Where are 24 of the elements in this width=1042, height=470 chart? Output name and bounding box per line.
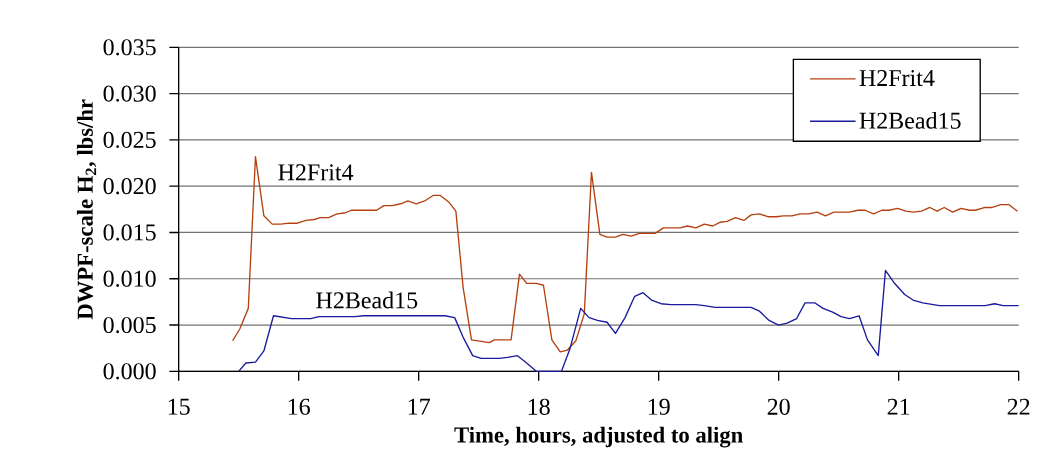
legend-label: H2Bead15 [859,111,961,129]
y-tick-label: 0.020 [103,178,156,195]
x-tick-label: 15 [168,398,190,415]
line-series [232,155,1019,353]
x-tick-label: 17 [408,398,430,415]
x-axis-title: Time, hours, adjusted to align [454,426,743,448]
x-tick-label: 19 [648,398,670,415]
x-tick-label: 16 [288,398,310,415]
y-tick-label: 0.015 [103,224,156,241]
line-series [238,269,1020,372]
y-tick-label: 0.030 [103,85,156,102]
x-tick-label: 21 [887,398,910,415]
x-tick-label: 22 [1007,398,1030,415]
x-tick-label: 18 [528,398,550,415]
annotation: H2Bead15 [316,291,418,309]
legend-label: H2Frit4 [859,70,935,87]
annotation: H2Frit4 [278,164,354,181]
y-tick-label: 0.010 [103,270,156,287]
y-axis-title: DWPF-scale H$_{2}$, lbs/hr [76,99,97,320]
y-tick-label: 0.000 [103,363,156,380]
y-tick-label: 0.025 [103,131,156,149]
y-tick-label: 0.005 [103,316,156,334]
x-tick-label: 20 [767,398,790,415]
y-tick-label: 0.035 [103,39,156,56]
